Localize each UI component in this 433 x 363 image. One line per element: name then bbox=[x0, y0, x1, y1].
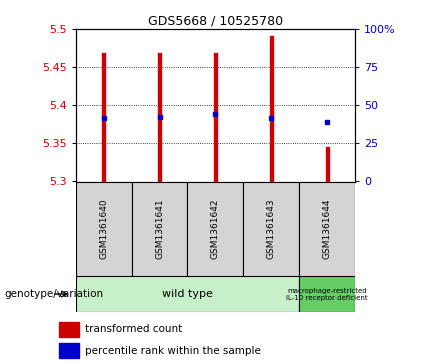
Title: GDS5668 / 10525780: GDS5668 / 10525780 bbox=[148, 15, 283, 28]
Bar bbox=[102, 53, 105, 181]
Bar bbox=[132, 182, 187, 276]
Bar bbox=[158, 53, 161, 181]
Text: genotype/variation: genotype/variation bbox=[4, 289, 103, 299]
Bar bbox=[299, 182, 355, 276]
Text: GSM1361644: GSM1361644 bbox=[323, 199, 332, 259]
Bar bbox=[270, 36, 273, 182]
Bar bbox=[187, 182, 243, 276]
Text: GSM1361643: GSM1361643 bbox=[267, 198, 276, 259]
Bar bbox=[243, 182, 299, 276]
Bar bbox=[299, 276, 355, 312]
Bar bbox=[326, 147, 329, 182]
Bar bbox=[58, 322, 80, 337]
Bar bbox=[214, 53, 217, 181]
Text: GSM1361640: GSM1361640 bbox=[99, 198, 108, 259]
Bar bbox=[76, 182, 132, 276]
Bar bbox=[76, 276, 299, 312]
Text: transformed count: transformed count bbox=[85, 325, 182, 334]
Bar bbox=[58, 343, 80, 358]
Text: GSM1361642: GSM1361642 bbox=[211, 199, 220, 259]
Text: percentile rank within the sample: percentile rank within the sample bbox=[85, 346, 261, 356]
Text: macrophage-restricted
IL-10 receptor deficient: macrophage-restricted IL-10 receptor def… bbox=[286, 287, 368, 301]
Text: wild type: wild type bbox=[162, 289, 213, 299]
Text: GSM1361641: GSM1361641 bbox=[155, 198, 164, 259]
